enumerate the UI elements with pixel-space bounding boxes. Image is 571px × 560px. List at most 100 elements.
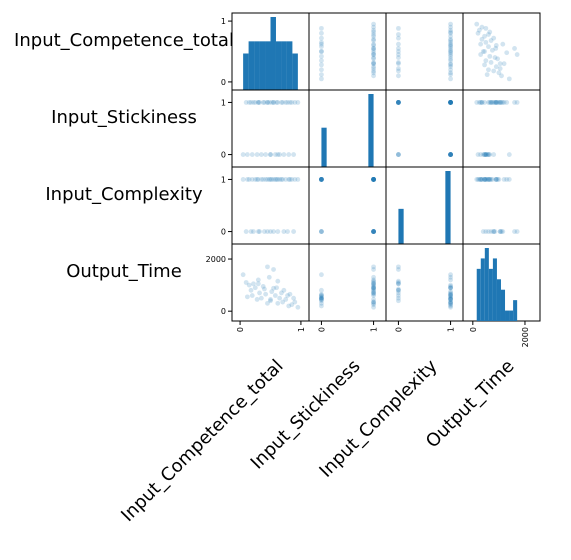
scatter-point <box>448 53 453 59</box>
scatter-point <box>269 177 275 182</box>
scatter-point <box>285 100 290 105</box>
scatter-point <box>396 100 401 105</box>
scatter-point <box>371 229 376 234</box>
scatter-point <box>491 229 497 234</box>
scatter-point <box>371 229 376 234</box>
y-tick-label: 1 <box>221 175 226 184</box>
scatter-point <box>488 100 494 105</box>
scatter-point <box>448 44 453 50</box>
scatter-point <box>396 100 401 105</box>
scatter-point <box>448 293 453 298</box>
scatter-point <box>295 100 301 105</box>
scatter-point <box>371 229 376 234</box>
scatter-point <box>396 32 401 37</box>
scatter-point <box>478 152 484 157</box>
scatter-point <box>251 229 256 234</box>
histogram-bar <box>476 268 481 321</box>
scatter-point <box>319 297 324 302</box>
scatter-point <box>251 100 256 105</box>
scatter-point <box>371 177 376 182</box>
scatter-point <box>371 290 376 296</box>
scatter-point <box>371 280 376 285</box>
scatter-point <box>448 291 453 297</box>
scatter-point <box>319 177 324 182</box>
scatter-point <box>492 55 498 60</box>
scatter-point <box>371 68 376 74</box>
scatter-point <box>448 289 453 295</box>
scatter-point <box>448 299 453 305</box>
scatter-point <box>280 299 286 305</box>
scatter-point <box>371 177 376 182</box>
scatter-point <box>371 66 376 71</box>
scatter-point <box>448 152 453 157</box>
scatter-point <box>448 299 453 305</box>
scatter-point <box>371 229 376 234</box>
scatter-point <box>319 294 324 300</box>
scatter-point <box>371 177 376 182</box>
scatter-point <box>255 229 261 234</box>
scatter-point <box>476 27 482 33</box>
scatter-point <box>506 177 512 182</box>
scatter-point <box>448 303 453 309</box>
scatter-point <box>483 229 489 234</box>
scatter-point <box>448 274 453 280</box>
scatter-point <box>291 229 297 234</box>
scatter-point <box>287 100 293 105</box>
scatter-point <box>480 49 486 54</box>
scatter-point <box>396 290 401 296</box>
panel-input-competence-total-vs-input-complexity <box>385 12 464 91</box>
scatter-point <box>448 285 453 291</box>
scatter-point <box>448 100 453 105</box>
scatter-point <box>319 177 324 182</box>
scatter-point <box>475 30 481 36</box>
scatter-point <box>319 297 324 302</box>
scatter-point <box>265 300 270 306</box>
panel-input-competence-total-vs-input-stickiness <box>308 12 387 91</box>
scatter-point <box>287 177 293 182</box>
scatter-point <box>396 264 401 270</box>
scatter-point <box>371 297 376 302</box>
scatter-point <box>240 272 246 278</box>
histogram-bar <box>480 258 485 321</box>
scatter-point <box>319 177 324 182</box>
scatter-point <box>489 177 495 182</box>
histogram-bar <box>286 41 293 90</box>
scatter-point <box>243 100 249 105</box>
histogram-bar <box>513 300 518 321</box>
scatter-point <box>448 295 453 301</box>
scatter-point <box>277 295 283 301</box>
scatter-point <box>487 53 493 59</box>
scatter-point <box>371 284 376 289</box>
scatter-point <box>474 21 480 27</box>
scatter-point <box>448 61 453 67</box>
scatter-point <box>371 177 376 182</box>
scatter-point <box>319 39 324 45</box>
scatter-point <box>448 30 453 36</box>
scatter-point <box>486 100 491 105</box>
scatter-point <box>371 285 376 291</box>
scatter-point <box>319 303 324 309</box>
scatter-point <box>448 24 453 30</box>
scatter-point <box>371 61 376 67</box>
scatter-point <box>396 52 401 57</box>
scatter-point <box>491 152 497 157</box>
scatter-point <box>493 100 499 105</box>
scatter-point <box>448 290 453 296</box>
scatter-point <box>448 304 453 310</box>
scatter-point <box>240 177 246 182</box>
scatter-point <box>371 264 376 270</box>
scatter-point <box>319 49 324 54</box>
scatter-point <box>240 152 246 157</box>
scatter-point <box>448 297 453 302</box>
scatter-point <box>448 100 453 105</box>
scatter-point <box>487 177 493 182</box>
scatter-point <box>448 297 453 302</box>
histogram-bar <box>484 248 489 321</box>
scatter-point <box>371 56 376 62</box>
scatter-point <box>319 272 324 278</box>
scatter-point <box>499 100 504 105</box>
y-tick-label: 1 <box>221 98 226 107</box>
scatter-point <box>271 229 276 234</box>
scatter-point <box>448 152 453 157</box>
scatter-point <box>486 152 491 157</box>
